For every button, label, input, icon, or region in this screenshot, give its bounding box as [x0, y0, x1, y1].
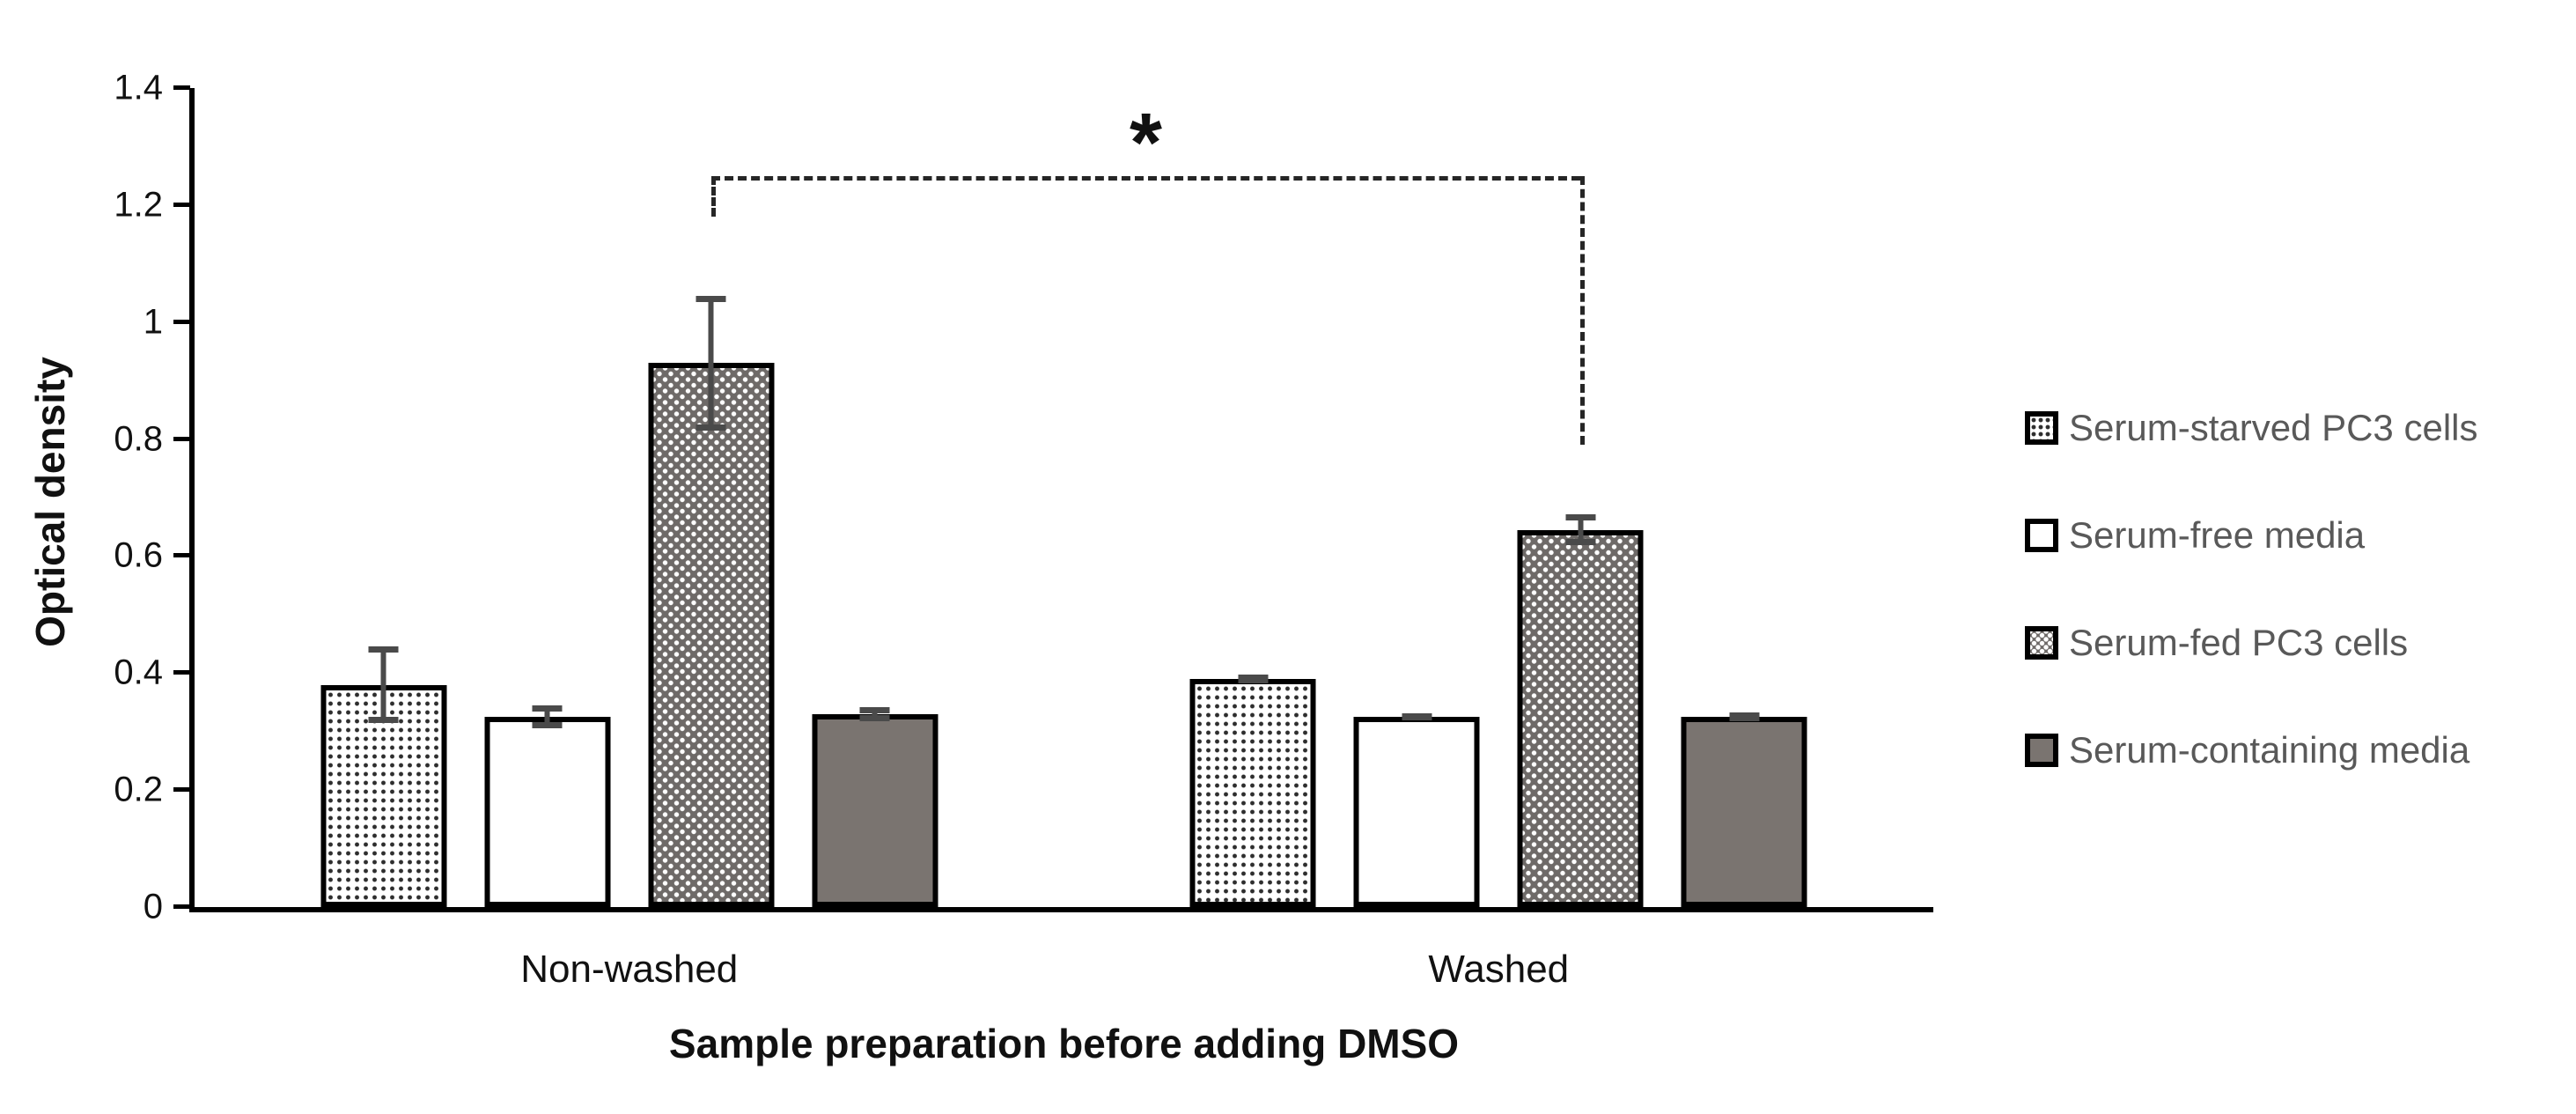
bar-group [1189, 88, 1807, 907]
y-tick-label: 1.2 [114, 185, 163, 225]
y-tick-mark [173, 553, 190, 558]
error-bar-cap [532, 722, 563, 729]
bar [812, 713, 938, 907]
significance-asterisk: * [1130, 95, 1162, 189]
error-bar [859, 706, 890, 721]
error-bar-cap [1238, 677, 1269, 684]
y-tick-mark [173, 904, 190, 909]
error-bar-cap [1565, 539, 1596, 546]
y-tick-label: 0.4 [114, 653, 163, 692]
error-bar-cap [368, 646, 399, 653]
error-bar-line [544, 705, 550, 729]
bar-group [320, 88, 938, 907]
legend-label: Serum-fed PC3 cells [2069, 622, 2409, 663]
y-tick-mark [173, 85, 190, 90]
bar [1517, 529, 1644, 907]
bar [1681, 717, 1807, 907]
bar-slot [1353, 88, 1480, 907]
bar-slot [1681, 88, 1807, 907]
legend-label: Serum-containing media [2069, 729, 2470, 771]
error-bar-cap [859, 714, 890, 721]
bar-slot [812, 88, 938, 907]
error-bar-line [708, 295, 714, 431]
y-tick-label: 0.8 [114, 419, 163, 459]
error-bar-line [1578, 513, 1584, 546]
y-tick-mark [173, 670, 190, 675]
error-bar [532, 705, 563, 729]
legend-swatch [2025, 411, 2058, 445]
bar-slot [484, 88, 611, 907]
error-bar-cap [696, 295, 726, 302]
bar [1353, 717, 1480, 907]
error-bar [696, 295, 726, 431]
error-bar-cap [859, 706, 890, 713]
y-tick-mark [173, 319, 190, 324]
legend-label: Serum-starved PC3 cells [2069, 407, 2478, 448]
legend-swatch [2025, 734, 2058, 767]
error-bar-cap [532, 705, 563, 712]
x-category-label: Non-washed [520, 948, 739, 991]
y-tick-label: 1.4 [114, 68, 163, 107]
error-bar-cap [1238, 674, 1269, 681]
legend-item: Serum-starved PC3 cells [2025, 407, 2477, 449]
y-tick-label: 1 [143, 302, 163, 342]
bar [484, 717, 611, 907]
y-tick-label: 0.2 [114, 770, 163, 809]
y-tick-mark [173, 436, 190, 441]
bar [1189, 678, 1316, 907]
error-bar [1402, 713, 1432, 721]
legend-label: Serum-free media [2069, 514, 2366, 556]
error-bar-cap [1402, 714, 1432, 721]
y-axis-title: Optical density [27, 357, 73, 647]
x-category-label: Washed [1428, 948, 1570, 991]
bar-slot [648, 88, 775, 907]
y-tick-label: 0 [143, 887, 163, 926]
legend-item: Serum-containing media [2025, 729, 2477, 771]
error-bar-cap [1565, 513, 1596, 520]
plot-area: Sample preparation before adding DMSO 0 0… [114, 69, 1933, 1066]
legend: Serum-starved PC3 cells Serum-free media S… [2025, 407, 2477, 771]
bar-slot [1189, 88, 1316, 907]
error-bar [1565, 513, 1596, 546]
significance-bracket-top [710, 175, 1581, 181]
legend-swatch [2025, 626, 2058, 660]
error-bar-line [872, 706, 878, 721]
error-bar [368, 646, 399, 723]
significance-bracket-right [1580, 175, 1586, 446]
error-bar [1729, 712, 1760, 722]
error-bar-line [380, 646, 386, 723]
bar [648, 363, 775, 907]
x-axis-title: Sample preparation before adding DMSO [668, 1021, 1460, 1066]
error-bar-cap [1729, 715, 1760, 722]
error-bar-cap [696, 424, 726, 431]
y-tick-label: 0.6 [114, 535, 163, 575]
bar-slot [1517, 88, 1644, 907]
legend-item: Serum-free media [2025, 514, 2477, 557]
y-tick-mark [173, 787, 190, 793]
legend-swatch [2025, 519, 2058, 552]
significance-bracket-left [710, 175, 716, 218]
legend-item: Serum-fed PC3 cells [2025, 622, 2477, 664]
error-bar [1238, 674, 1269, 684]
bar-slot [320, 88, 447, 907]
y-tick-mark [173, 202, 190, 207]
error-bar-cap [1729, 712, 1760, 719]
error-bar-cap [368, 716, 399, 723]
